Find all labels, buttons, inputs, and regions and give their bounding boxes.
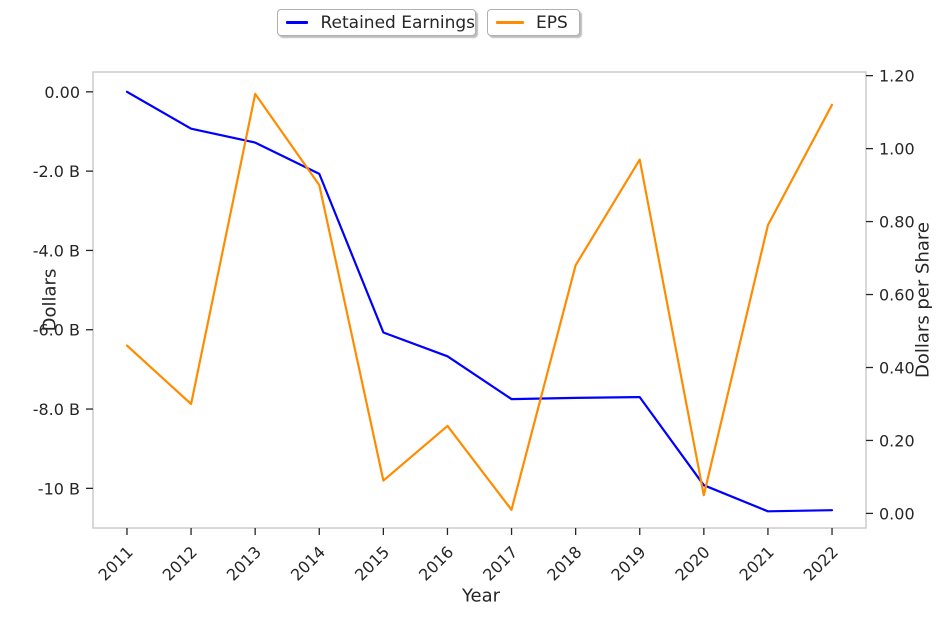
left-axis-tick-label: -10 B [38,479,80,498]
right-axis-tick-label: 0.20 [879,431,915,450]
legend-eps: EPS [487,9,580,36]
x-axis-tick-label: 2012 [159,542,201,584]
x-axis-tick-label: 2022 [800,542,842,584]
left-axis-tick-label: -4.0 B [33,241,80,260]
retained-earnings-line [125,90,834,513]
legend-label-retained-earnings: Retained Earnings [320,12,475,33]
legend-retained-earnings: Retained Earnings [277,9,476,36]
x-axis-tick-label: 2018 [543,542,585,584]
x-axis-tick-label: 2011 [95,542,137,584]
right-axis-tick-label: 1.20 [879,67,915,86]
x-axis-tick-label: 2014 [287,542,329,584]
x-axis-tick-label: 2020 [671,542,713,584]
left-axis-tick-label: -8.0 B [33,400,80,419]
right-axis-tick-label: 1.00 [879,140,915,159]
x-axis-tick-label: 2016 [415,542,457,584]
x-axis-tick-label: 2013 [223,542,265,584]
right-axis-tick-label: 0.40 [879,358,915,377]
right-axis-tick-label: 0.00 [879,504,915,523]
left-axis-title: Dollars [39,268,61,332]
x-axis-tick-label: 2019 [607,542,649,584]
right-axis-tick-label: 0.60 [879,286,915,305]
eps-line [125,92,834,511]
plot-spines [92,71,867,529]
left-axis-tick-label: -2.0 B [33,162,80,181]
right-axis-title: Dollars per Share [912,222,934,378]
left-axis-tick-label: 0.00 [44,83,80,102]
right-axis-tick-label: 0.80 [879,213,915,232]
left-axis-tick-label: -6.0 B [33,321,80,340]
x-axis-tick-label: 2015 [351,542,393,584]
legend-label-eps: EPS [536,12,568,33]
eps-line-swatch [496,21,524,24]
x-axis-title: Year [461,585,501,607]
retained-earnings-line-swatch [286,21,309,24]
x-axis-tick-label: 2021 [736,542,778,584]
x-axis-tick-label: 2017 [479,542,521,584]
